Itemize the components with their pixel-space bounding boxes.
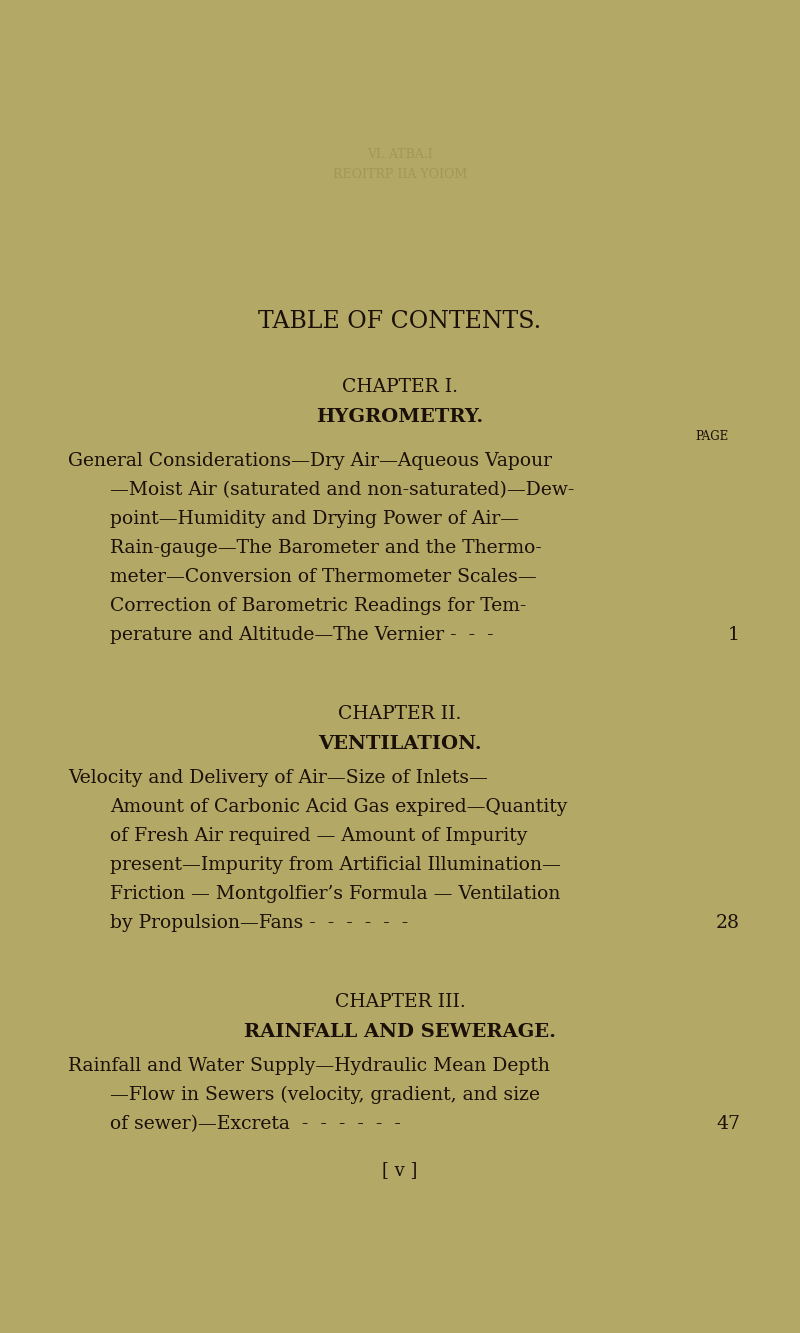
Text: VENTILATION.: VENTILATION.: [318, 734, 482, 753]
Text: 47: 47: [716, 1114, 740, 1133]
Text: of sewer)—Excreta  -  -  -  -  -  -: of sewer)—Excreta - - - - - -: [110, 1114, 407, 1133]
Text: CHAPTER II.: CHAPTER II.: [338, 705, 462, 722]
Text: General Considerations—Dry Air—Aqueous Vapour: General Considerations—Dry Air—Aqueous V…: [68, 452, 552, 471]
Text: [ v ]: [ v ]: [382, 1161, 418, 1178]
Text: present—Impurity from Artificial Illumination—: present—Impurity from Artificial Illumin…: [110, 856, 561, 874]
Text: Rainfall and Water Supply—Hydraulic Mean Depth: Rainfall and Water Supply—Hydraulic Mean…: [68, 1057, 550, 1074]
Text: HYGROMETRY.: HYGROMETRY.: [316, 408, 484, 427]
Text: Velocity and Delivery of Air—Size of Inlets—: Velocity and Delivery of Air—Size of Inl…: [68, 769, 488, 786]
Text: meter—Conversion of Thermometer Scales—: meter—Conversion of Thermometer Scales—: [110, 568, 537, 587]
Text: of Fresh Air required — Amount of Impurity: of Fresh Air required — Amount of Impuri…: [110, 826, 527, 845]
Text: 28: 28: [716, 914, 740, 932]
Text: CHAPTER I.: CHAPTER I.: [342, 379, 458, 396]
Text: Friction — Montgolfier’s Formula — Ventilation: Friction — Montgolfier’s Formula — Venti…: [110, 885, 560, 902]
Text: Amount of Carbonic Acid Gas expired—Quantity: Amount of Carbonic Acid Gas expired—Quan…: [110, 798, 567, 816]
Text: REOITRP IIA YOIOM: REOITRP IIA YOIOM: [333, 168, 467, 181]
Text: VI. ATBA.I: VI. ATBA.I: [367, 148, 433, 161]
Text: CHAPTER III.: CHAPTER III.: [334, 993, 466, 1010]
Text: —Flow in Sewers (velocity, gradient, and size: —Flow in Sewers (velocity, gradient, and…: [110, 1086, 540, 1104]
Text: TABLE OF CONTENTS.: TABLE OF CONTENTS.: [258, 311, 542, 333]
Text: Rain-gauge—The Barometer and the Thermo-: Rain-gauge—The Barometer and the Thermo-: [110, 539, 542, 557]
Text: by Propulsion—Fans -  -  -  -  -  -: by Propulsion—Fans - - - - - -: [110, 914, 414, 932]
Text: PAGE: PAGE: [695, 431, 728, 443]
Text: point—Humidity and Drying Power of Air—: point—Humidity and Drying Power of Air—: [110, 511, 519, 528]
Text: 1: 1: [728, 627, 740, 644]
Text: —Moist Air (saturated and non-saturated)—Dew-: —Moist Air (saturated and non-saturated)…: [110, 481, 574, 499]
Text: Correction of Barometric Readings for Tem-: Correction of Barometric Readings for Te…: [110, 597, 526, 615]
Text: RAINFALL AND SEWERAGE.: RAINFALL AND SEWERAGE.: [244, 1022, 556, 1041]
Text: perature and Altitude—The Vernier -  -  -: perature and Altitude—The Vernier - - -: [110, 627, 500, 644]
